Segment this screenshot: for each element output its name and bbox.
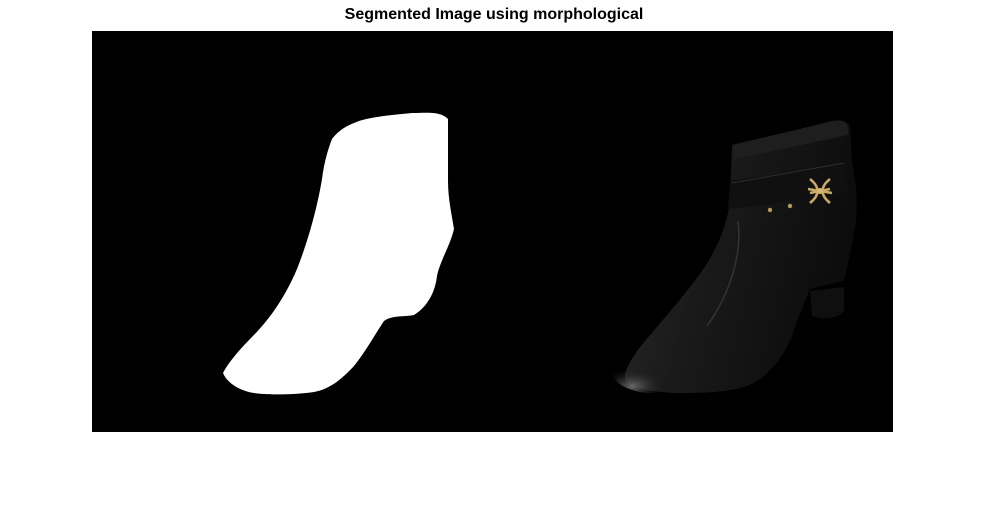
mask-silhouette xyxy=(223,112,454,395)
image-panel xyxy=(92,31,893,432)
image-canvas xyxy=(223,112,857,395)
boot-image xyxy=(612,120,857,393)
figure-title: Segmented Image using morphological xyxy=(344,6,644,23)
